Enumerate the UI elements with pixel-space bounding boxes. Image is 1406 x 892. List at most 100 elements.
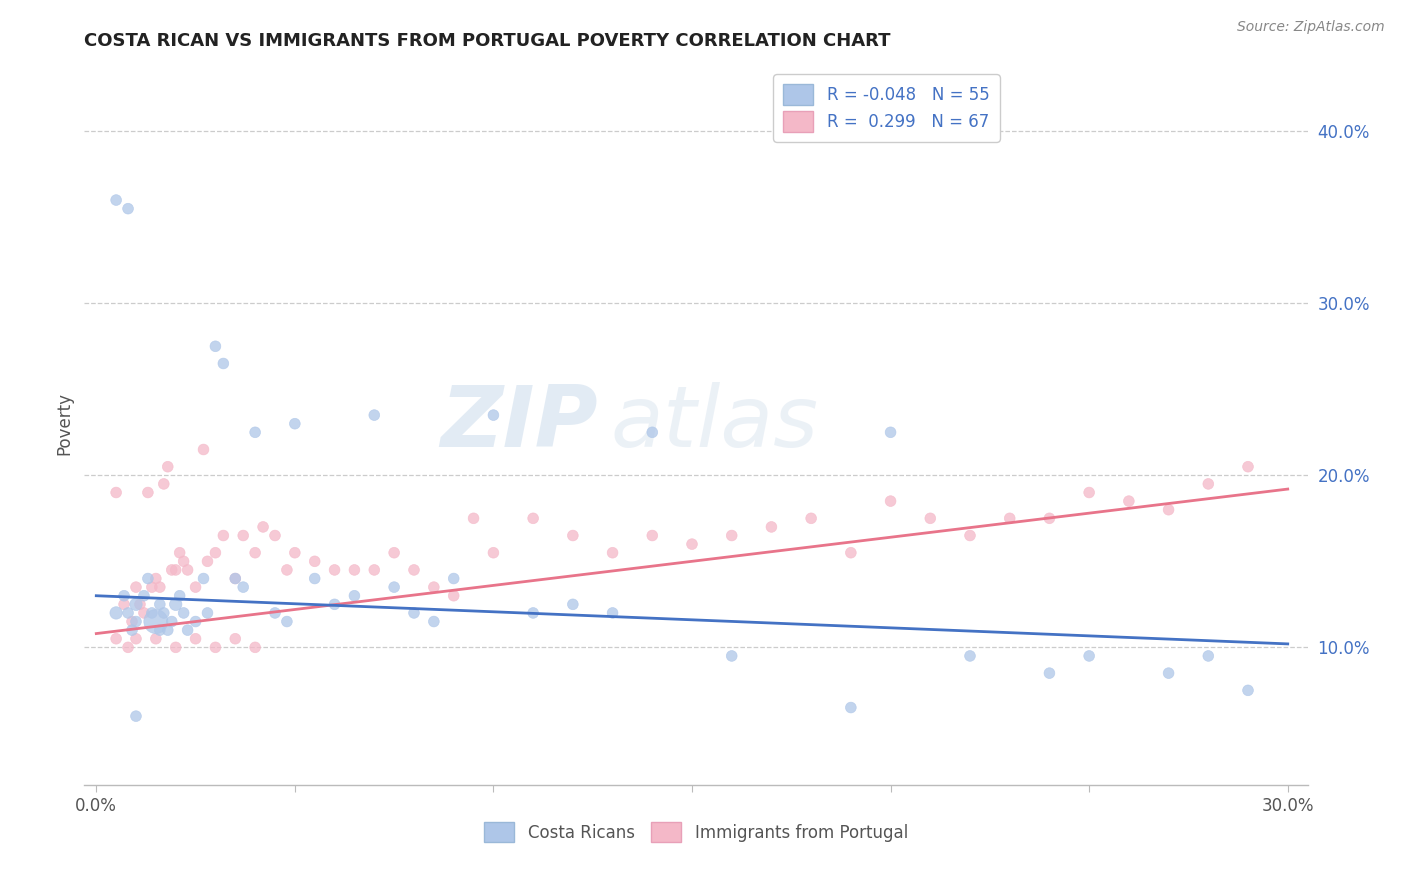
Point bbox=[176, 623, 198, 637]
Point bbox=[720, 528, 742, 542]
Point bbox=[959, 648, 981, 663]
Point bbox=[132, 589, 155, 603]
Point bbox=[1237, 459, 1260, 474]
Point bbox=[839, 546, 862, 560]
Point bbox=[800, 511, 823, 525]
Point bbox=[998, 511, 1021, 525]
Point bbox=[169, 589, 191, 603]
Point bbox=[839, 700, 862, 714]
Point bbox=[323, 563, 346, 577]
Point bbox=[1038, 666, 1060, 681]
Point bbox=[169, 546, 191, 560]
Point bbox=[363, 563, 385, 577]
Point bbox=[561, 528, 583, 542]
Point bbox=[276, 615, 298, 629]
Point bbox=[149, 623, 172, 637]
Point bbox=[224, 632, 246, 646]
Point bbox=[402, 606, 425, 620]
Point bbox=[184, 580, 207, 594]
Point bbox=[224, 572, 246, 586]
Point bbox=[602, 606, 624, 620]
Point bbox=[125, 632, 148, 646]
Point bbox=[129, 598, 152, 612]
Point bbox=[720, 648, 742, 663]
Point bbox=[423, 615, 446, 629]
Point bbox=[522, 606, 544, 620]
Point bbox=[184, 632, 207, 646]
Point bbox=[363, 408, 385, 422]
Point bbox=[156, 459, 179, 474]
Point bbox=[121, 623, 143, 637]
Point bbox=[232, 528, 254, 542]
Point bbox=[112, 598, 135, 612]
Point bbox=[136, 572, 159, 586]
Point bbox=[141, 580, 163, 594]
Point bbox=[920, 511, 942, 525]
Point bbox=[522, 511, 544, 525]
Point bbox=[197, 554, 219, 568]
Point bbox=[1197, 476, 1219, 491]
Point bbox=[443, 589, 465, 603]
Point bbox=[482, 408, 505, 422]
Point bbox=[165, 563, 187, 577]
Point bbox=[1118, 494, 1140, 508]
Point bbox=[212, 528, 235, 542]
Point bbox=[482, 546, 505, 560]
Point bbox=[145, 632, 167, 646]
Point bbox=[1197, 648, 1219, 663]
Text: atlas: atlas bbox=[610, 382, 818, 466]
Point bbox=[105, 485, 128, 500]
Point bbox=[681, 537, 703, 551]
Point bbox=[125, 598, 148, 612]
Text: ZIP: ZIP bbox=[440, 382, 598, 466]
Text: Source: ZipAtlas.com: Source: ZipAtlas.com bbox=[1237, 20, 1385, 34]
Point bbox=[160, 615, 183, 629]
Point bbox=[176, 563, 198, 577]
Point bbox=[304, 554, 326, 568]
Point bbox=[463, 511, 485, 525]
Point bbox=[132, 606, 155, 620]
Point bbox=[152, 476, 174, 491]
Point bbox=[304, 572, 326, 586]
Point bbox=[156, 623, 179, 637]
Point bbox=[879, 494, 901, 508]
Y-axis label: Poverty: Poverty bbox=[55, 392, 73, 455]
Point bbox=[243, 640, 266, 655]
Point bbox=[382, 546, 405, 560]
Point bbox=[423, 580, 446, 594]
Point bbox=[125, 709, 148, 723]
Point bbox=[224, 572, 246, 586]
Point bbox=[959, 528, 981, 542]
Point bbox=[1157, 502, 1180, 516]
Point bbox=[145, 615, 167, 629]
Point bbox=[641, 528, 664, 542]
Point bbox=[204, 640, 226, 655]
Point bbox=[1157, 666, 1180, 681]
Point bbox=[1078, 648, 1101, 663]
Point bbox=[264, 606, 287, 620]
Point bbox=[184, 615, 207, 629]
Point bbox=[382, 580, 405, 594]
Point bbox=[173, 554, 195, 568]
Point bbox=[193, 442, 215, 457]
Legend: Costa Ricans, Immigrants from Portugal: Costa Ricans, Immigrants from Portugal bbox=[478, 815, 914, 849]
Point bbox=[284, 546, 307, 560]
Point bbox=[193, 572, 215, 586]
Point bbox=[243, 425, 266, 440]
Point bbox=[204, 339, 226, 353]
Point bbox=[561, 598, 583, 612]
Point bbox=[323, 598, 346, 612]
Point bbox=[212, 356, 235, 370]
Point bbox=[343, 563, 366, 577]
Point bbox=[1078, 485, 1101, 500]
Point bbox=[1237, 683, 1260, 698]
Point bbox=[443, 572, 465, 586]
Point bbox=[879, 425, 901, 440]
Point bbox=[343, 589, 366, 603]
Point bbox=[105, 606, 128, 620]
Point bbox=[602, 546, 624, 560]
Point bbox=[761, 520, 783, 534]
Point bbox=[149, 580, 172, 594]
Point bbox=[145, 572, 167, 586]
Point bbox=[112, 589, 135, 603]
